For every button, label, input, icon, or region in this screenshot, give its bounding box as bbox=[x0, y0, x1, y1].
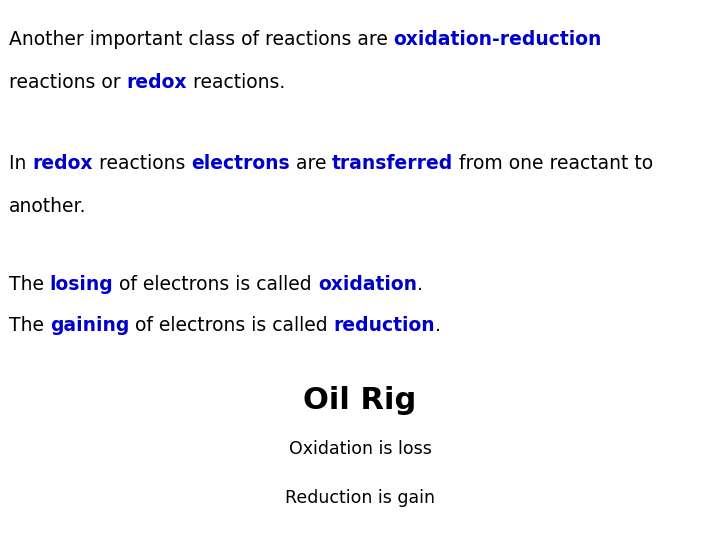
Text: reactions or: reactions or bbox=[9, 73, 126, 92]
Text: losing: losing bbox=[50, 275, 113, 294]
Text: are: are bbox=[289, 154, 332, 173]
Text: from one reactant to: from one reactant to bbox=[454, 154, 653, 173]
Text: Another important class of reactions are: Another important class of reactions are bbox=[9, 30, 394, 49]
Text: .: . bbox=[436, 316, 441, 335]
Text: reactions: reactions bbox=[92, 154, 191, 173]
Text: reactions.: reactions. bbox=[186, 73, 285, 92]
Text: gaining: gaining bbox=[50, 316, 129, 335]
Text: .: . bbox=[417, 275, 423, 294]
Text: oxidation: oxidation bbox=[318, 275, 417, 294]
Text: The: The bbox=[9, 275, 50, 294]
Text: The: The bbox=[9, 316, 50, 335]
Text: oxidation-reduction: oxidation-reduction bbox=[394, 30, 602, 49]
Text: another.: another. bbox=[9, 197, 86, 216]
Text: electrons: electrons bbox=[191, 154, 289, 173]
Text: Oil Rig: Oil Rig bbox=[303, 386, 417, 415]
Text: reduction: reduction bbox=[333, 316, 436, 335]
Text: In: In bbox=[9, 154, 32, 173]
Text: Reduction is gain: Reduction is gain bbox=[285, 489, 435, 507]
Text: of electrons is called: of electrons is called bbox=[129, 316, 333, 335]
Text: redox: redox bbox=[126, 73, 186, 92]
Text: of electrons is called: of electrons is called bbox=[113, 275, 318, 294]
Text: redox: redox bbox=[32, 154, 92, 173]
Text: transferred: transferred bbox=[332, 154, 454, 173]
Text: Oxidation is loss: Oxidation is loss bbox=[289, 440, 431, 458]
